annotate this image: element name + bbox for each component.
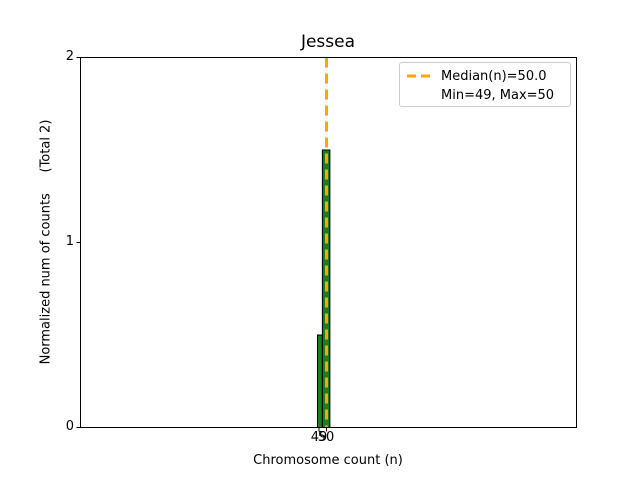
y-tick-label-1: 1: [65, 234, 74, 249]
legend-label-minmax: Min=49, Max=50: [441, 87, 555, 103]
legend-item-median: Median(n)=50.0: [406, 67, 564, 85]
legend-label-median: Median(n)=50.0: [441, 68, 547, 84]
legend: Median(n)=50.0 Min=49, Max=50: [399, 62, 571, 107]
chart-title: Jessea: [300, 32, 356, 52]
x-tick-label-50: 50: [317, 430, 335, 445]
legend-item-minmax: Min=49, Max=50: [406, 86, 564, 104]
x-tick-label-49: 49: [310, 430, 328, 445]
histogram-bar: [317, 334, 323, 428]
x-axis-label: Chromosome count (n): [253, 453, 403, 468]
y-tick-label-0: 0: [65, 419, 74, 434]
y-tick-label-2: 2: [65, 49, 74, 64]
dashed-line-icon: [406, 73, 433, 79]
